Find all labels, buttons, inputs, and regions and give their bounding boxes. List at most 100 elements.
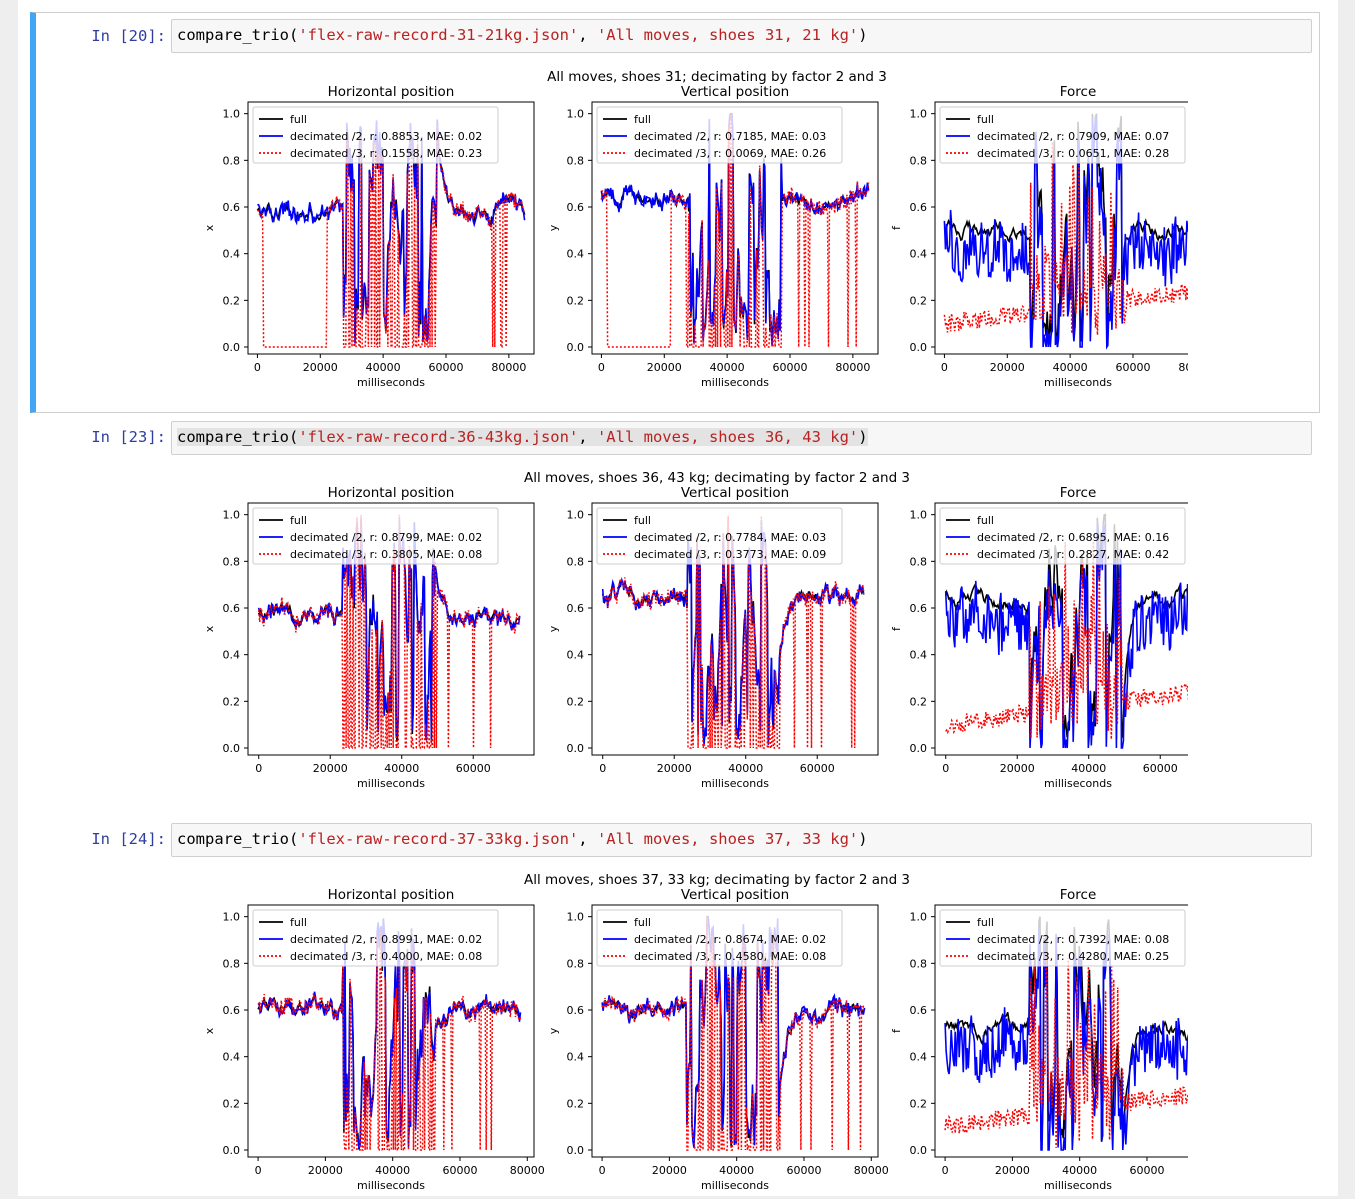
x-tick-label: 20000 <box>313 762 348 775</box>
series-decimated-3-line <box>257 929 522 1151</box>
axes-frame <box>591 904 879 1158</box>
x-tick-label: 80000 <box>835 361 870 374</box>
y-tick-label: 0.2 <box>910 695 928 708</box>
series-decimated-3-line <box>257 514 521 749</box>
subplot-2: Vertical position 0.0 0.2 0.4 0.6 0.8 1.0 0 2000… <box>547 84 879 389</box>
subplot-title: Horizontal position <box>328 887 455 903</box>
y-tick-label: 0.8 <box>910 154 928 167</box>
series-decimated-3-line <box>600 113 870 348</box>
axes-frame <box>934 904 1188 1158</box>
legend-box <box>596 909 843 967</box>
legend-label-full: full <box>634 916 651 929</box>
legend: full decimated /2, r: 0.7392, MAE: 0.08 de… <box>939 909 1186 967</box>
legend-label-d2: decimated /2, r: 0.6895, MAE: 0.16 <box>977 531 1169 544</box>
x-tick-label: 60000 <box>800 762 835 775</box>
y-tick-label: 1.0 <box>223 911 241 924</box>
y-axis-label: x <box>203 1027 216 1034</box>
figure-output: All moves, shoes 37, 33 kg; decimating b… <box>203 872 1188 1192</box>
legend-label-full: full <box>634 514 651 527</box>
x-tick-label: 20000 <box>647 361 682 374</box>
legend-box <box>252 909 499 967</box>
y-tick-label: 0.6 <box>567 602 585 615</box>
x-tick-label: 0 <box>255 762 262 775</box>
figure-output: All moves, shoes 36, 43 kg; decimating b… <box>203 470 1188 790</box>
y-tick-label: 0.0 <box>223 742 241 755</box>
legend-label-d2: decimated /2, r: 0.8991, MAE: 0.02 <box>290 933 482 946</box>
legend-label-d3: decimated /3, r: 0.4280, MAE: 0.25 <box>977 950 1169 963</box>
y-tick-label: 0.0 <box>223 1144 241 1157</box>
y-tick-label: 0.4 <box>223 1051 241 1064</box>
subplot-3: Force 0.0 0.2 0.4 0.6 0.8 1.0 0 20000 40000 60000 m… <box>890 485 1188 790</box>
legend-label-d3: decimated /3, r: 0.4580, MAE: 0.08 <box>634 950 826 963</box>
x-tick-label: 20000 <box>1000 762 1035 775</box>
subplot-title: Horizontal position <box>328 84 455 100</box>
figure-output: All moves, shoes 31; decimating by facto… <box>203 69 1188 389</box>
x-tick-label: 20000 <box>657 762 692 775</box>
y-axis-label: y <box>547 1027 560 1034</box>
x-tick-label: 60000 <box>456 762 491 775</box>
x-tick-label: 40000 <box>719 1164 754 1177</box>
x-tick-label: 40000 <box>375 1164 410 1177</box>
y-axis-label: f <box>890 225 903 230</box>
x-tick-label: 0 <box>941 361 948 374</box>
x-tick-label: 0 <box>942 762 949 775</box>
legend-label-full: full <box>634 113 651 126</box>
legend: full decimated /2, r: 0.8674, MAE: 0.02 de… <box>596 909 843 967</box>
y-tick-label: 0.0 <box>567 1144 585 1157</box>
y-tick-label: 1.0 <box>223 509 241 522</box>
x-tick-label: 40000 <box>710 361 745 374</box>
code-input[interactable]: compare_trio('flex-raw-record-37-33kg.js… <box>171 823 1312 857</box>
series-decimated-3-line <box>256 124 526 349</box>
y-tick-label: 1.0 <box>910 509 928 522</box>
legend-label-d2: decimated /2, r: 0.7185, MAE: 0.03 <box>634 130 826 143</box>
y-tick-label: 0.4 <box>223 248 241 261</box>
y-tick-label: 0.2 <box>910 1097 928 1110</box>
x-tick-label: 40000 <box>1053 361 1088 374</box>
x-axis-label: milliseconds <box>701 777 769 790</box>
subplot-title: Vertical position <box>681 485 789 501</box>
x-tick-label: 80000 <box>510 1164 545 1177</box>
x-tick-label: 80000 <box>1178 361 1188 374</box>
input-prompt: In [20]: <box>91 27 166 45</box>
code-input[interactable]: compare_trio('flex-raw-record-36-43kg.js… <box>171 421 1312 455</box>
legend-label-full: full <box>977 916 994 929</box>
x-tick-label: 0 <box>255 1164 262 1177</box>
subplot-title: Force <box>1060 485 1097 501</box>
y-tick-label: 0.2 <box>223 1097 241 1110</box>
x-axis-label: milliseconds <box>701 376 769 389</box>
series-decimated-3-line <box>944 953 1188 1148</box>
y-tick-label: 0.4 <box>910 1051 928 1064</box>
legend: full decimated /2, r: 0.8991, MAE: 0.02 de… <box>252 909 499 967</box>
series-decimated-2-line <box>944 928 1188 1151</box>
legend-label-full: full <box>977 514 994 527</box>
code-input[interactable]: compare_trio('flex-raw-record-31-21kg.js… <box>171 19 1312 53</box>
code-cell-20[interactable] <box>30 12 1320 413</box>
y-tick-label: 1.0 <box>910 911 928 924</box>
x-tick-label: 0 <box>599 1164 606 1177</box>
y-tick-label: 0.8 <box>567 555 585 568</box>
y-tick-label: 1.0 <box>910 108 928 121</box>
subplot-3: Force0.00.20.40.60.81.002000040000600008… <box>890 887 1188 1192</box>
y-tick-label: 0.6 <box>910 1004 928 1017</box>
y-tick-label: 0.0 <box>910 341 928 354</box>
axes-frame <box>247 101 535 355</box>
legend-label-d2: decimated /2, r: 0.7784, MAE: 0.03 <box>634 531 826 544</box>
axes-frame <box>591 101 879 355</box>
subplot-1: Horizontal position 0.0 0.2 0.4 0.6 0.8 1.0 0 20… <box>203 84 535 389</box>
legend-label-d2: decimated /2, r: 0.7909, MAE: 0.07 <box>977 130 1169 143</box>
x-axis-label: milliseconds <box>357 1179 425 1192</box>
y-tick-label: 0.8 <box>223 555 241 568</box>
y-axis-label: y <box>547 625 560 632</box>
y-tick-label: 0.2 <box>223 695 241 708</box>
axes-frame <box>247 502 535 756</box>
y-axis-label: f <box>890 1028 903 1033</box>
x-tick-label: 0 <box>254 361 261 374</box>
figure-suptitle: All moves, shoes 37, 33 kg; decimating b… <box>524 872 910 888</box>
x-axis-label: milliseconds <box>1044 376 1112 389</box>
x-tick-label: 20000 <box>990 361 1025 374</box>
subplot-title: Force <box>1060 887 1097 903</box>
y-tick-label: 0.6 <box>223 1004 241 1017</box>
y-tick-label: 0.0 <box>567 341 585 354</box>
y-tick-label: 0.6 <box>910 201 928 214</box>
y-tick-label: 0.2 <box>567 294 585 307</box>
